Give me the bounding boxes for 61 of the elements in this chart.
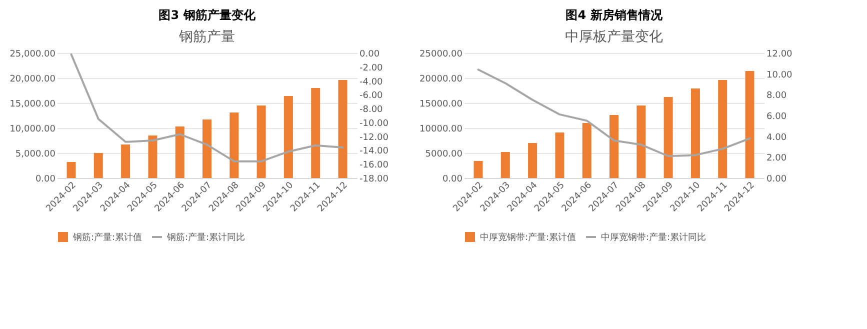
y-tick-label: 15000.00 (420, 100, 463, 110)
bar (202, 120, 212, 178)
bar (121, 144, 130, 178)
y-tick-label: 0.00 (442, 174, 463, 184)
y2-tick-label: 0.00 (360, 50, 380, 60)
y-tick-label: 20,000.00 (10, 74, 56, 84)
chart-title: 图4 新房销售情况 (566, 8, 664, 22)
bar (636, 106, 646, 178)
legend-label: 钢筋:产量:累计值 (72, 232, 142, 243)
y2-tick-label: 0.00 (766, 174, 787, 184)
bar (664, 97, 673, 178)
line-series (477, 68, 751, 158)
bar (230, 112, 239, 178)
bar (690, 88, 700, 178)
y2-tick-label: 8.00 (766, 91, 787, 102)
y2-tick-label: -18.00 (360, 174, 389, 184)
y2-tick-label: -6.00 (360, 91, 384, 102)
y2-tick-label: -16.00 (360, 160, 389, 171)
bar (66, 162, 76, 178)
y2-tick-label: 10.00 (766, 70, 793, 80)
bar (175, 126, 184, 178)
bar (610, 115, 618, 178)
bar (284, 96, 293, 178)
y-tick-label: 25,000.00 (10, 50, 56, 60)
y-tick-label: 0.00 (35, 174, 56, 184)
y2-tick-label: -12.00 (360, 132, 389, 143)
bar (500, 152, 510, 178)
y-tick-label: 10000.00 (420, 124, 463, 134)
chart-title: 图3 钢筋产量变化 (158, 8, 256, 22)
legend-label: 中厚宽钢带:产量:累计值 (480, 232, 576, 243)
y2-tick-label: -2.00 (360, 63, 384, 74)
bar (338, 80, 348, 178)
y-tick-label: 5000.00 (425, 150, 463, 160)
y2-tick-label: 6.00 (766, 112, 787, 122)
chart-subtitle: 钢筋产量 (178, 29, 235, 45)
y2-tick-label: 12.00 (766, 50, 793, 60)
legend-label: 钢筋:产量:累计同比 (166, 232, 246, 243)
y2-tick-label: -4.00 (360, 77, 384, 88)
y2-tick-label: -14.00 (360, 146, 389, 157)
y2-tick-label: 4.00 (766, 132, 787, 143)
bar (311, 88, 320, 178)
y-tick-label: 10,000.00 (10, 124, 56, 134)
line-series (70, 53, 344, 162)
bar (528, 143, 538, 178)
y2-tick-label: -8.00 (360, 105, 384, 116)
y2-tick-label: 2.00 (766, 154, 787, 164)
bar (582, 123, 592, 178)
bar (745, 71, 754, 178)
y-tick-label: 15,000.00 (10, 100, 56, 110)
y-tick-label: 20000.00 (420, 74, 463, 84)
bar (256, 106, 266, 178)
bar (474, 161, 483, 178)
bar (718, 80, 728, 178)
legend-label: 中厚宽钢带:产量:累计同比 (601, 232, 706, 243)
y-tick-label: 25000.00 (420, 50, 463, 60)
bar (94, 153, 103, 178)
y2-tick-label: -10.00 (360, 118, 389, 129)
bar (148, 136, 158, 178)
chart-subtitle: 中厚板产量变化 (565, 29, 663, 45)
y-tick-label: 5,000.00 (15, 150, 56, 160)
bar (555, 132, 564, 178)
